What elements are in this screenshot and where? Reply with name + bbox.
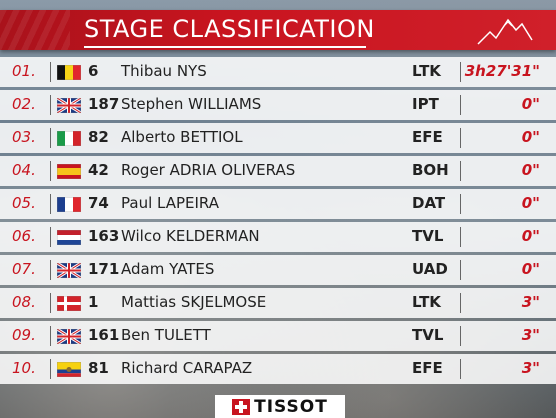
france-flag <box>56 196 82 213</box>
rider-name: Wilco KELDERMAN <box>121 227 260 245</box>
time-gap: 0" <box>521 260 540 278</box>
separator <box>460 227 461 247</box>
table-row: 07. 171 Adam YATES UAD 0" <box>0 255 556 285</box>
position: 10. <box>12 359 36 377</box>
position: 03. <box>12 128 36 146</box>
separator <box>460 293 461 313</box>
italy-flag <box>56 130 82 147</box>
team-code: TVL <box>412 227 444 245</box>
page-title: STAGE CLASSIFICATION <box>84 15 375 43</box>
separator <box>460 161 461 181</box>
separator <box>50 293 51 313</box>
header-banner: STAGE CLASSIFICATION <box>0 10 556 50</box>
table-row: 02. 187 Stephen WILLIAMS IPT 0" <box>0 90 556 120</box>
rider-name: Paul LAPEIRA <box>121 194 219 212</box>
bib-number: 81 <box>88 359 109 377</box>
team-code: LTK <box>412 62 441 80</box>
bib-number: 1 <box>88 293 99 311</box>
header-stripes <box>0 10 70 50</box>
rider-name: Adam YATES <box>121 260 215 278</box>
bib-number: 82 <box>88 128 109 146</box>
time-gap: 0" <box>521 227 540 245</box>
rider-name: Stephen WILLIAMS <box>121 95 262 113</box>
position: 04. <box>12 161 36 179</box>
bib-number: 171 <box>88 260 120 278</box>
table-row: 01. 6 Thibau NYS LTK 3h27'31" <box>0 57 556 87</box>
mountain-icon <box>477 18 533 45</box>
table-row: 06. 163 Wilco KELDERMAN TVL 0" <box>0 222 556 252</box>
separator <box>460 194 461 214</box>
separator <box>460 359 461 379</box>
sponsor-name: TISSOT <box>254 396 328 417</box>
sponsor-logo: TISSOT <box>215 395 345 418</box>
swiss-cross-icon <box>232 398 251 415</box>
position: 09. <box>12 326 36 344</box>
rider-name: Mattias SKJELMOSE <box>121 293 267 311</box>
uk-flag <box>56 261 82 280</box>
separator <box>50 62 51 82</box>
belgium-flag <box>56 64 82 81</box>
team-code: EFE <box>412 128 443 146</box>
classification-table: 01. 6 Thibau NYS LTK 3h27'31" 02. 187 St… <box>0 57 556 387</box>
time-gap: 0" <box>521 128 540 146</box>
time-gap: 0" <box>521 95 540 113</box>
ecuador-flag <box>56 361 82 378</box>
bib-number: 42 <box>88 161 109 179</box>
bib-number: 74 <box>88 194 109 212</box>
table-row: 10. 81 Richard CARAPAZ EFE 3" <box>0 354 556 384</box>
bib-number: 6 <box>88 62 99 80</box>
time-gap: 3" <box>521 293 540 311</box>
separator <box>50 194 51 214</box>
team-code: IPT <box>412 95 439 113</box>
separator <box>50 128 51 148</box>
rider-name: Alberto BETTIOL <box>121 128 243 146</box>
position: 06. <box>12 227 36 245</box>
bib-number: 163 <box>88 227 120 245</box>
rider-name: Ben TULETT <box>121 326 211 344</box>
table-row: 03. 82 Alberto BETTIOL EFE 0" <box>0 123 556 153</box>
separator <box>460 62 461 82</box>
bib-number: 187 <box>88 95 120 113</box>
position: 02. <box>12 95 36 113</box>
bib-number: 161 <box>88 326 120 344</box>
denmark-flag <box>56 295 82 312</box>
separator <box>460 95 461 115</box>
title-underline <box>84 46 366 48</box>
team-code: UAD <box>412 260 448 278</box>
table-row: 04. 42 Roger ADRIA OLIVERAS BOH 0" <box>0 156 556 186</box>
netherlands-flag <box>56 229 82 246</box>
time-gap: 3" <box>521 326 540 344</box>
position: 08. <box>12 293 36 311</box>
rider-name: Roger ADRIA OLIVERAS <box>121 161 296 179</box>
separator <box>460 128 461 148</box>
separator <box>50 326 51 346</box>
table-row: 05. 74 Paul LAPEIRA DAT 0" <box>0 189 556 219</box>
time-gap: 3" <box>521 359 540 377</box>
team-code: TVL <box>412 326 444 344</box>
spain-flag <box>56 163 82 180</box>
rider-name: Thibau NYS <box>121 62 207 80</box>
separator <box>460 326 461 346</box>
team-code: BOH <box>412 161 449 179</box>
time-gap: 0" <box>521 194 540 212</box>
position: 05. <box>12 194 36 212</box>
table-row: 09. 161 Ben TULETT TVL 3" <box>0 321 556 351</box>
table-row: 08. 1 Mattias SKJELMOSE LTK 3" <box>0 288 556 318</box>
rider-name: Richard CARAPAZ <box>121 359 253 377</box>
separator <box>460 260 461 280</box>
separator <box>50 359 51 379</box>
position: 07. <box>12 260 36 278</box>
uk-flag <box>56 327 82 346</box>
uk-flag <box>56 96 82 115</box>
separator <box>50 227 51 247</box>
team-code: LTK <box>412 293 441 311</box>
separator <box>50 161 51 181</box>
time-gap: 3h27'31" <box>464 62 540 80</box>
position: 01. <box>12 62 36 80</box>
team-code: DAT <box>412 194 446 212</box>
separator <box>50 260 51 280</box>
separator <box>50 95 51 115</box>
team-code: EFE <box>412 359 443 377</box>
time-gap: 0" <box>521 161 540 179</box>
